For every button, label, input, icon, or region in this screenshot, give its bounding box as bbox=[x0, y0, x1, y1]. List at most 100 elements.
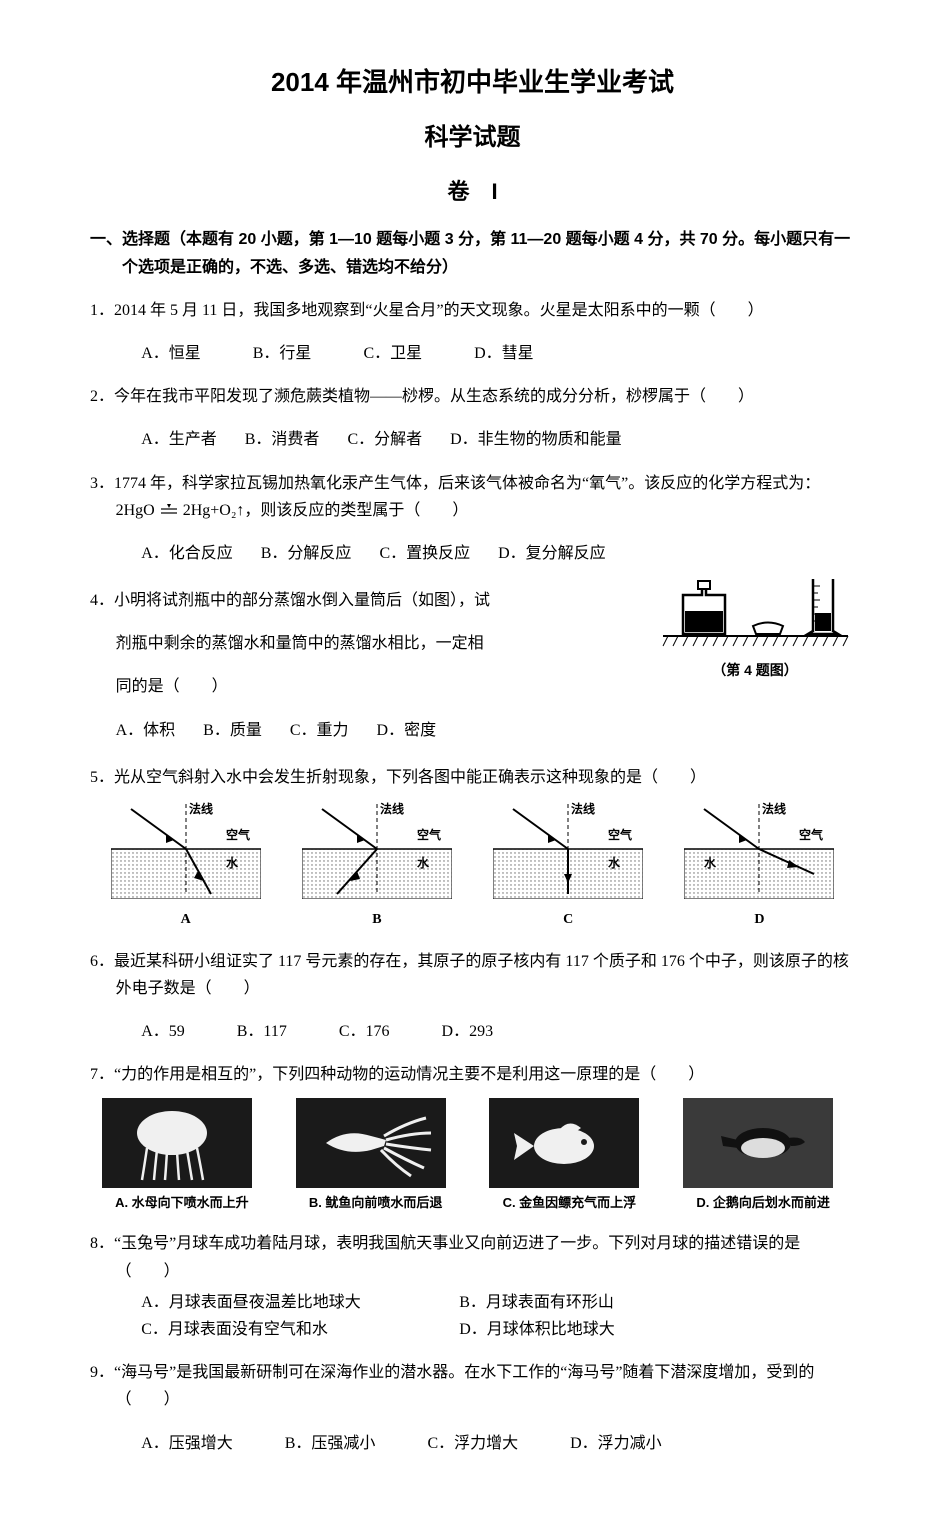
svg-text:空气: 空气 bbox=[799, 827, 823, 842]
option-B: B．质量 bbox=[203, 717, 262, 744]
option-B: B．月球表面有环形山 bbox=[459, 1289, 773, 1316]
refraction-fig-D: 法线 空气 水 D bbox=[684, 799, 834, 932]
question-3: 3．1774 年，科学家拉瓦锡加热氧化汞产生气体，后来该气体被命名为“氧气”。该… bbox=[90, 470, 855, 524]
svg-text:法线: 法线 bbox=[189, 801, 213, 816]
question-1: 1．2014 年 5 月 11 日，我国多地观察到“火星合月”的天文现象。火星是… bbox=[90, 297, 855, 324]
fig-caption: B. 鱿鱼向前喷水而后退 bbox=[296, 1192, 456, 1214]
question-number: 4． bbox=[90, 592, 114, 609]
option-C: C．月球表面没有空气和水 bbox=[141, 1316, 455, 1343]
svg-text:空气: 空气 bbox=[608, 827, 632, 842]
option-C: C．浮力增大 bbox=[427, 1430, 518, 1457]
section-instruction: 一、选择题（本题有 20 小题，第 1—10 题每小题 3 分，第 11—20 … bbox=[90, 226, 855, 280]
question-4-line3: 同的是（ ） bbox=[90, 673, 647, 700]
question-text-b: 2Hg+O₂↑，则该反应的类型属于（ ） bbox=[183, 502, 469, 519]
option-D: D．密度 bbox=[377, 717, 437, 744]
svg-text:法线: 法线 bbox=[762, 801, 786, 816]
jellyfish-icon bbox=[102, 1098, 252, 1188]
fig-caption: A. 水母向下喷水而上升 bbox=[102, 1192, 262, 1214]
svg-text:空气: 空气 bbox=[417, 827, 441, 842]
option-B: B．行星 bbox=[253, 340, 312, 367]
question-2: 2．今年在我市平阳发现了濒危蕨类植物——桫椤。从生态系统的成分分析，桫椤属于（ … bbox=[90, 383, 855, 410]
option-D: D．非生物的物质和能量 bbox=[450, 426, 622, 453]
animal-fig-B: B. 鱿鱼向前喷水而后退 bbox=[296, 1098, 456, 1214]
option-D: D．293 bbox=[442, 1018, 494, 1045]
fig-label: D bbox=[684, 908, 834, 932]
question-3-options: A．化合反应 B．分解反应 C．置换反应 D．复分解反应 bbox=[90, 540, 855, 567]
refraction-fig-A: 法线 空气 水 A bbox=[111, 799, 261, 932]
question-number: 2． bbox=[90, 388, 114, 405]
option-C: C．分解者 bbox=[347, 426, 422, 453]
question-text: 今年在我市平阳发现了濒危蕨类植物——桫椤。从生态系统的成分分析，桫椤属于（ ） bbox=[114, 388, 754, 405]
question-4-block: 4．小明将试剂瓶中的部分蒸馏水倒入量筒后（如图），试 剂瓶中剩余的蒸馏水和量筒中… bbox=[90, 571, 855, 748]
question-7-figures: A. 水母向下喷水而上升 B. 鱿鱼向前喷水而后退 C. 金鱼因鳔充气而上浮 bbox=[90, 1098, 855, 1214]
option-A: A．月球表面昼夜温差比地球大 bbox=[141, 1289, 455, 1316]
svg-text:水: 水 bbox=[608, 855, 621, 870]
question-9-options: A．压强增大 B．压强减小 C．浮力增大 D．浮力减小 bbox=[90, 1430, 855, 1457]
option-C: C．176 bbox=[339, 1018, 390, 1045]
svg-text:水: 水 bbox=[226, 855, 239, 870]
question-6-options: A．59 B．117 C．176 D．293 bbox=[90, 1018, 855, 1045]
question-5-figures: 法线 空气 水 A 法线 空气 水 B bbox=[90, 799, 855, 932]
question-text: 光从空气斜射入水中会发生折射现象，下列各图中能正确表示这种现象的是（ ） bbox=[114, 769, 706, 786]
option-C: C．重力 bbox=[290, 717, 349, 744]
option-A: A．化合反应 bbox=[141, 540, 233, 567]
option-B: B．消费者 bbox=[245, 426, 320, 453]
squid-icon bbox=[296, 1098, 446, 1188]
option-A: A．压强增大 bbox=[141, 1430, 233, 1457]
option-C: C．卫星 bbox=[363, 340, 422, 367]
figure-caption: （第 4 题图） bbox=[655, 659, 855, 683]
option-C: C．置换反应 bbox=[379, 540, 470, 567]
question-8-options: A．月球表面昼夜温差比地球大 B．月球表面有环形山 C．月球表面没有空气和水 D… bbox=[90, 1289, 855, 1343]
question-text: 2014 年 5 月 11 日，我国多地观察到“火星合月”的天文现象。火星是太阳… bbox=[114, 302, 764, 319]
goldfish-icon bbox=[489, 1098, 639, 1188]
question-8: 8．“玉兔号”月球车成功着陆月球，表明我国航天事业又向前迈进了一步。下列对月球的… bbox=[90, 1230, 855, 1284]
question-text: “海马号”是我国最新研制可在深海作业的潜水器。在水下工作的“海马号”随着下潜深度… bbox=[114, 1364, 814, 1408]
question-number: 6． bbox=[90, 953, 114, 970]
svg-text:法线: 法线 bbox=[380, 801, 404, 816]
animal-fig-A: A. 水母向下喷水而上升 bbox=[102, 1098, 262, 1214]
question-text: “玉兔号”月球车成功着陆月球，表明我国航天事业又向前迈进了一步。下列对月球的描述… bbox=[114, 1235, 800, 1279]
refraction-fig-B: 法线 空气 水 B bbox=[302, 799, 452, 932]
option-A: A．体积 bbox=[116, 717, 176, 744]
fig-label: B bbox=[302, 908, 452, 932]
question-4: 4．小明将试剂瓶中的部分蒸馏水倒入量筒后（如图），试 bbox=[90, 587, 647, 614]
question-number: 1． bbox=[90, 302, 114, 319]
option-B: B．分解反应 bbox=[261, 540, 352, 567]
option-B: B．压强减小 bbox=[285, 1430, 376, 1457]
option-A: A．恒星 bbox=[141, 340, 201, 367]
flask-cylinder-icon bbox=[658, 571, 853, 651]
reaction-condition-icon bbox=[159, 504, 179, 518]
question-4-options: A．体积 B．质量 C．重力 D．密度 bbox=[90, 717, 647, 744]
svg-text:水: 水 bbox=[704, 855, 717, 870]
fig-label: C bbox=[493, 908, 643, 932]
question-number: 9． bbox=[90, 1364, 114, 1381]
question-7: 7．“力的作用是相互的”，下列四种动物的运动情况主要不是利用这一原理的是（ ） bbox=[90, 1061, 855, 1088]
penguin-icon bbox=[683, 1098, 833, 1188]
option-D: D．复分解反应 bbox=[498, 540, 606, 567]
question-number: 8． bbox=[90, 1235, 114, 1252]
animal-fig-D: D. 企鹅向后划水而前进 bbox=[683, 1098, 843, 1214]
page-section-label: 卷 I bbox=[90, 173, 855, 210]
option-B: B．117 bbox=[237, 1018, 287, 1045]
option-A: A．59 bbox=[141, 1018, 185, 1045]
fig-label: A bbox=[111, 908, 261, 932]
fig-caption: D. 企鹅向后划水而前进 bbox=[683, 1192, 843, 1214]
question-text: 最近某科研小组证实了 117 号元素的存在，其原子的原子核内有 117 个质子和… bbox=[114, 953, 849, 997]
question-9: 9．“海马号”是我国最新研制可在深海作业的潜水器。在水下工作的“海马号”随着下潜… bbox=[90, 1359, 855, 1413]
question-number: 5． bbox=[90, 769, 114, 786]
option-A: A．生产者 bbox=[141, 426, 217, 453]
svg-text:法线: 法线 bbox=[571, 801, 595, 816]
question-2-options: A．生产者 B．消费者 C．分解者 D．非生物的物质和能量 bbox=[90, 426, 855, 453]
question-line1: 小明将试剂瓶中的部分蒸馏水倒入量筒后（如图），试 bbox=[114, 592, 490, 609]
question-1-options: A．恒星 B．行星 C．卫星 D．彗星 bbox=[90, 340, 855, 367]
option-D: D．浮力减小 bbox=[570, 1430, 662, 1457]
page-title-sub: 科学试题 bbox=[90, 118, 855, 159]
svg-text:水: 水 bbox=[417, 855, 430, 870]
question-number: 7． bbox=[90, 1066, 114, 1083]
page-title-main: 2014 年温州市初中毕业生学业考试 bbox=[90, 60, 855, 104]
question-5: 5．光从空气斜射入水中会发生折射现象，下列各图中能正确表示这种现象的是（ ） bbox=[90, 764, 855, 791]
animal-fig-C: C. 金鱼因鳔充气而上浮 bbox=[489, 1098, 649, 1214]
question-4-line2: 剂瓶中剩余的蒸馏水和量筒中的蒸馏水相比，一定相 bbox=[90, 630, 647, 657]
question-6: 6．最近某科研小组证实了 117 号元素的存在，其原子的原子核内有 117 个质… bbox=[90, 948, 855, 1002]
question-text: “力的作用是相互的”，下列四种动物的运动情况主要不是利用这一原理的是（ ） bbox=[114, 1066, 704, 1083]
